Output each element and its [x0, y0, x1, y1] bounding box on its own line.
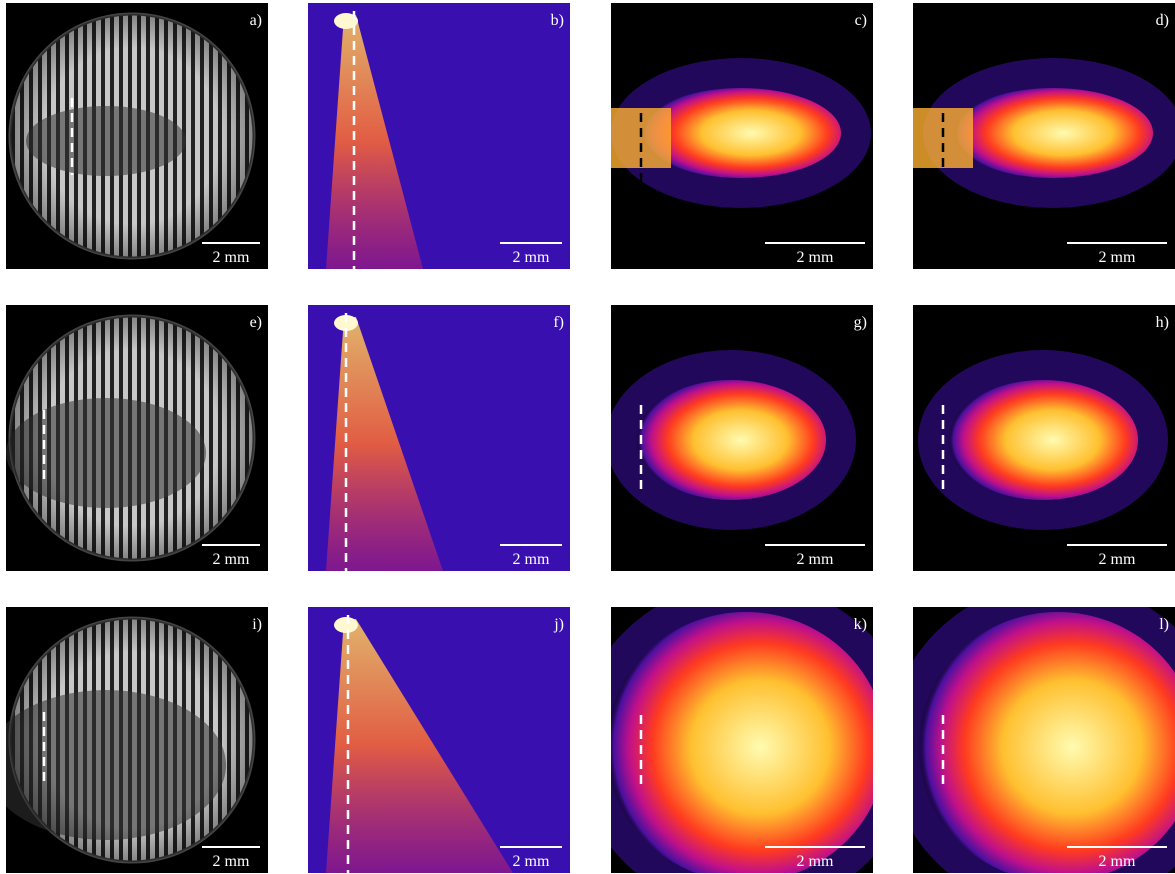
panel-label: a) — [250, 12, 262, 29]
panel: j) 2 mm — [308, 607, 570, 873]
panel-label: l) — [1159, 616, 1169, 633]
panel-image — [6, 305, 268, 571]
nozzle-glow — [334, 315, 358, 331]
vignette — [10, 618, 254, 862]
panel: a) 2 mm — [6, 3, 268, 269]
panel: e) 2 mm — [6, 305, 268, 571]
scale-bar-box — [200, 543, 262, 569]
scale-bar-label: 2 mm — [513, 551, 550, 568]
panel-image — [611, 3, 873, 269]
emission-cone — [326, 15, 423, 269]
scale-bar-label: 2 mm — [1099, 853, 1136, 870]
panel-label: k) — [854, 616, 867, 633]
scale-bar-label: 2 mm — [513, 249, 550, 266]
panel: b) 2 mm — [308, 3, 570, 269]
nozzle-glow — [334, 617, 358, 633]
emission-cone — [326, 317, 443, 571]
emission-blob — [953, 88, 1153, 178]
emission-blob — [918, 612, 1175, 873]
panel-image — [308, 3, 570, 269]
panel-image — [913, 305, 1175, 571]
scale-bar-label: 2 mm — [513, 853, 550, 870]
panel-label: f) — [553, 314, 564, 331]
nozzle-glow — [334, 13, 358, 29]
emission-blob — [641, 88, 841, 178]
scale-bar-label: 2 mm — [797, 249, 834, 266]
panel-image — [913, 607, 1175, 873]
panel-label: h) — [1156, 314, 1169, 331]
scale-bar-label: 2 mm — [1099, 551, 1136, 568]
emission-blob — [611, 612, 873, 873]
panel-image — [308, 607, 570, 873]
panel: d) 2 mm — [913, 3, 1175, 269]
emission-blob — [948, 380, 1138, 500]
scale-bar-label: 2 mm — [797, 551, 834, 568]
scale-bar-label: 2 mm — [213, 249, 250, 266]
panel: h) 2 mm — [913, 305, 1175, 571]
panel: f) 2 mm — [308, 305, 570, 571]
panel-image — [6, 3, 268, 269]
panel-label: b) — [551, 12, 564, 29]
panel-label: j) — [553, 616, 564, 633]
panel-label: i) — [252, 616, 262, 633]
scale-bar-label: 2 mm — [797, 853, 834, 870]
panel-label: g) — [854, 314, 867, 331]
panel-label: d) — [1156, 12, 1169, 29]
vignette — [10, 14, 254, 258]
panel-label: c) — [855, 12, 867, 29]
panel-image — [308, 305, 570, 571]
scale-bar-box — [200, 241, 262, 267]
scale-bar-label: 2 mm — [213, 551, 250, 568]
panel-image — [913, 3, 1175, 269]
panel: k) 2 mm — [611, 607, 873, 873]
panel: c) 2 mm — [611, 3, 873, 269]
panel-image — [6, 607, 268, 873]
panel: l) 2 mm — [913, 607, 1175, 873]
panel-image — [611, 305, 873, 571]
panel: g) 2 mm — [611, 305, 873, 571]
panel: i) 2 mm — [6, 607, 268, 873]
panel-image — [611, 607, 873, 873]
vignette — [10, 316, 254, 560]
scale-bar-box — [200, 845, 262, 871]
scale-bar-label: 2 mm — [1099, 249, 1136, 266]
scale-bar-label: 2 mm — [213, 853, 250, 870]
panel-label: e) — [250, 314, 262, 331]
emission-blob — [636, 380, 826, 500]
emission-cone — [326, 619, 513, 873]
